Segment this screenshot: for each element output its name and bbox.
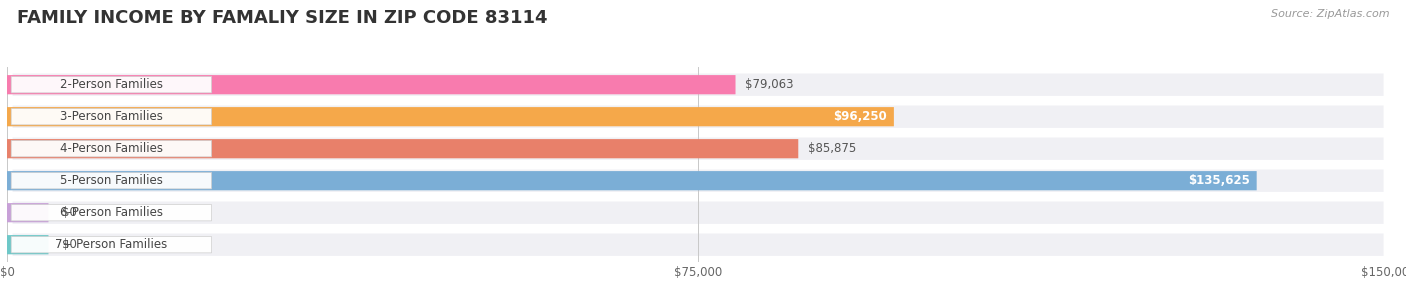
FancyBboxPatch shape xyxy=(7,139,799,158)
FancyBboxPatch shape xyxy=(13,74,1384,96)
FancyBboxPatch shape xyxy=(7,75,735,94)
Text: FAMILY INCOME BY FAMALIY SIZE IN ZIP CODE 83114: FAMILY INCOME BY FAMALIY SIZE IN ZIP COD… xyxy=(17,9,547,27)
FancyBboxPatch shape xyxy=(11,173,211,189)
Text: $135,625: $135,625 xyxy=(1188,174,1250,187)
FancyBboxPatch shape xyxy=(11,141,211,157)
FancyBboxPatch shape xyxy=(7,107,894,126)
FancyBboxPatch shape xyxy=(7,171,1257,190)
Text: Source: ZipAtlas.com: Source: ZipAtlas.com xyxy=(1271,9,1389,19)
Text: 4-Person Families: 4-Person Families xyxy=(60,142,163,155)
Text: $79,063: $79,063 xyxy=(745,78,794,91)
FancyBboxPatch shape xyxy=(11,77,211,93)
Text: $85,875: $85,875 xyxy=(808,142,856,155)
FancyBboxPatch shape xyxy=(7,235,48,254)
FancyBboxPatch shape xyxy=(13,106,1384,128)
Text: 2-Person Families: 2-Person Families xyxy=(60,78,163,91)
Text: $0: $0 xyxy=(62,206,77,219)
Text: 3-Person Families: 3-Person Families xyxy=(60,110,163,123)
Text: 6-Person Families: 6-Person Families xyxy=(60,206,163,219)
FancyBboxPatch shape xyxy=(11,205,211,221)
FancyBboxPatch shape xyxy=(11,109,211,125)
FancyBboxPatch shape xyxy=(13,202,1384,224)
FancyBboxPatch shape xyxy=(13,138,1384,160)
FancyBboxPatch shape xyxy=(11,237,211,253)
Text: $96,250: $96,250 xyxy=(834,110,887,123)
Text: 5-Person Families: 5-Person Families xyxy=(60,174,163,187)
FancyBboxPatch shape xyxy=(13,234,1384,256)
Text: $0: $0 xyxy=(62,238,77,251)
FancyBboxPatch shape xyxy=(7,203,48,222)
Text: 7+ Person Families: 7+ Person Families xyxy=(55,238,167,251)
FancyBboxPatch shape xyxy=(13,170,1384,192)
